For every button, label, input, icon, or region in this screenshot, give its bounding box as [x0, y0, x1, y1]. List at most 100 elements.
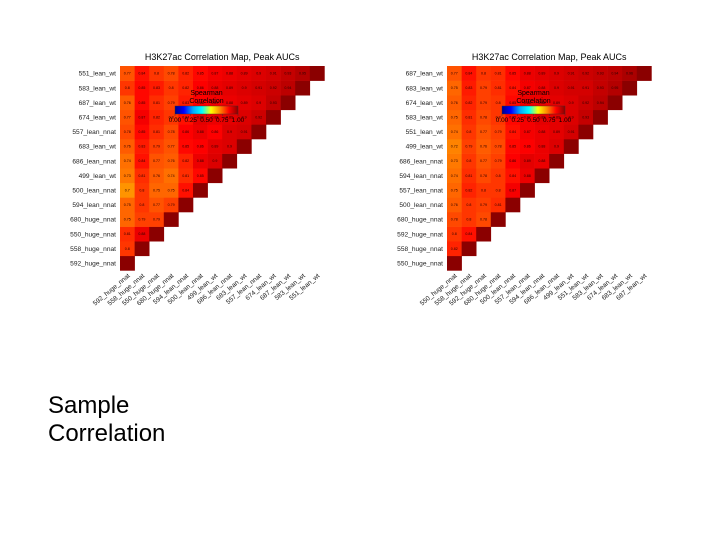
heatmap-cell: [134, 109, 150, 125]
row-tick-label: 583_lean_wt: [406, 115, 444, 122]
heatmap-cell: [593, 80, 608, 96]
cell-value-label: 0.76: [124, 145, 131, 149]
heatmap-cell: [534, 80, 550, 96]
heatmap-cell: [134, 124, 150, 140]
heatmap-cell: [534, 139, 550, 154]
cell-value-label: 0.82: [465, 101, 472, 105]
heatmap-cell: [134, 197, 150, 213]
cell-value-label: 0.89: [524, 159, 531, 163]
cell-value-label: 0.79: [480, 101, 487, 105]
cell-value-label: 0.9: [227, 145, 232, 149]
cell-value-label: 0.85: [138, 86, 145, 90]
cell-value-label: 0.9: [569, 101, 574, 105]
cell-value-label: 0.91: [568, 86, 575, 90]
row-tick-label: 687_lean_wt: [406, 71, 444, 78]
heatmap-cell: [251, 95, 267, 111]
cell-value-label: 0.88: [524, 101, 531, 105]
chart-title: H3K27ac Correlation Map, Peak AUCs: [145, 52, 300, 62]
heatmap-cell: [120, 66, 135, 81]
heatmap-cell: [549, 139, 565, 154]
heatmap-cell: [505, 139, 521, 154]
cell-value-label: 0.85: [197, 174, 204, 178]
heatmap-cell: [120, 109, 135, 125]
heatmap-cell: [505, 153, 521, 169]
cell-value-label: 0.8: [481, 72, 486, 76]
heatmap-cell: [520, 182, 535, 198]
heatmap-cell: [120, 95, 135, 111]
row-tick-label: 550_huge_nnat: [397, 261, 443, 268]
chart-title: H3K27ac Correlation Map, Peak AUCs: [472, 52, 627, 62]
heatmap-cell: [520, 80, 535, 96]
heatmap-cell: [461, 124, 477, 140]
heatmap-cell: [461, 241, 477, 257]
heatmap-cell: [490, 66, 506, 81]
cell-value-label: 0.9: [242, 86, 247, 90]
heatmap-cell: [447, 182, 462, 198]
legend-title-line2: Correlation: [189, 98, 223, 105]
heatmap-cell: [134, 66, 150, 81]
cell-value-label: 0.86: [182, 130, 189, 134]
row-tick-label: 550_huge_nnat: [70, 231, 116, 238]
heatmap-cell: [178, 124, 194, 140]
heatmap-cell: [447, 212, 462, 227]
heatmap-cell: [266, 66, 281, 81]
heatmap-cell: [563, 109, 579, 125]
heatmap-cell: [578, 109, 594, 125]
heatmap-cell: [593, 109, 608, 125]
heatmap-cell: [549, 80, 565, 96]
cell-value-label: 0.81: [495, 86, 502, 90]
heatmap-cell: [534, 168, 550, 184]
cell-value-label: 0.94: [611, 72, 618, 76]
heatmap-cell: [447, 241, 462, 257]
heatmap-cell: [149, 153, 165, 169]
heatmap-cell: [134, 95, 150, 111]
heatmap-cell: [447, 95, 462, 111]
cell-value-label: 0.9: [569, 115, 574, 119]
heatmap-cell: [476, 139, 492, 154]
cell-value-label: 0.89: [241, 101, 248, 105]
heatmap-cell: [178, 80, 194, 96]
cell-value-label: 0.83: [182, 101, 189, 105]
row-tick-label: 558_huge_nnat: [397, 246, 443, 253]
colorbar: [174, 105, 239, 115]
heatmap-cell: [280, 80, 296, 96]
cell-value-label: 0.87: [524, 115, 531, 119]
row-tick-label: 687_lean_wt: [79, 100, 117, 107]
heatmap-cell: [447, 80, 462, 96]
cell-value-label: 0.75: [124, 203, 131, 207]
heatmap-cell: [251, 124, 267, 140]
cell-value-label: 0.84: [465, 72, 472, 76]
cell-value-label: 0.79: [480, 203, 487, 207]
heatmap-cell: [207, 168, 223, 184]
heatmap-cell: [149, 124, 165, 140]
cell-value-label: 0.74: [124, 159, 131, 163]
cell-value-label: 0.9: [554, 72, 559, 76]
cell-value-label: 0.89: [226, 115, 233, 119]
heatmap-cell: [447, 139, 462, 154]
heatmap-cell: [207, 66, 223, 81]
heatmap-cell: [476, 95, 492, 111]
cell-value-label: 0.91: [568, 72, 575, 76]
cell-value-label: 0.91: [270, 72, 277, 76]
cell-value-label: 0.84: [509, 86, 516, 90]
cell-value-label: 0.79: [480, 86, 487, 90]
heatmap-cell: [593, 66, 608, 81]
row-tick-label: 680_huge_nnat: [397, 217, 443, 224]
heatmap-cell: [120, 153, 135, 169]
heatmap-cell: [149, 168, 165, 184]
heatmap-cell: [534, 153, 550, 169]
heatmap-cell: [476, 66, 492, 81]
heatmap-cell: [120, 182, 135, 198]
cell-value-label: 0.85: [138, 101, 145, 105]
correlation-heatmap-right: H3K27ac Correlation Map, Peak AUCs 0.82 0.…: [397, 52, 652, 307]
cell-value-label: 0.84: [509, 130, 516, 134]
cell-value-label: 0.88: [226, 101, 233, 105]
heatmap-cell: [563, 66, 579, 81]
cell-value-label: 0.96: [626, 72, 633, 76]
cell-value-label: 0.94: [284, 86, 291, 90]
heatmap-cell: [461, 212, 477, 227]
heatmap-cell: [490, 139, 506, 154]
colorbar-tick-label: 0.50: [527, 117, 540, 124]
heatmap-cell: [149, 212, 165, 227]
